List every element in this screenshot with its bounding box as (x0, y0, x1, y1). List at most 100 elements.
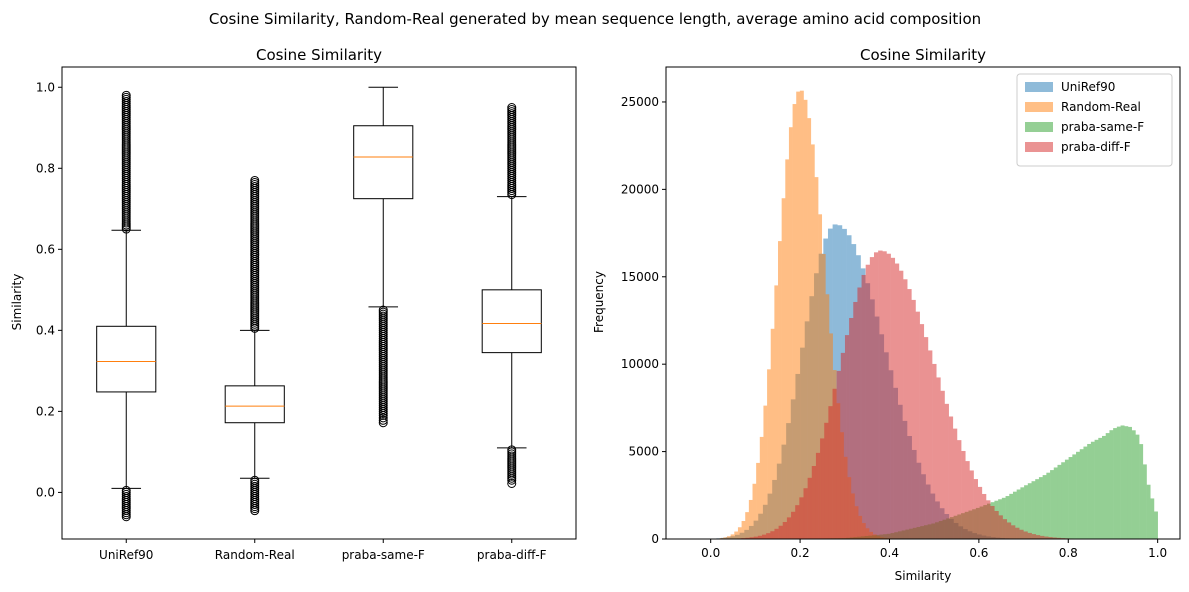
hist-bar (782, 521, 788, 539)
hist-bar (828, 406, 833, 539)
hist-ytick-label: 10000 (621, 357, 659, 371)
hist-bar (1142, 464, 1147, 539)
hist-bar (814, 177, 819, 540)
hist-bar (1090, 441, 1095, 539)
hist-bar (770, 531, 775, 539)
legend-label: praba-same-F (1061, 120, 1144, 134)
histogram-panel: Cosine Similarity Similarity Frequency 0… (592, 46, 1181, 583)
hist-bar (853, 301, 858, 539)
hist-series-praba-diff-F (720, 250, 1136, 539)
boxplot-ytick-label: 0.2 (36, 404, 55, 418)
hist-bar (1150, 498, 1155, 539)
hist-bar (727, 536, 731, 539)
hist-bar (1056, 537, 1061, 539)
hist-bar (792, 104, 797, 539)
boxplot-xtick-label: Random-Real (215, 548, 295, 562)
legend-swatch (1025, 82, 1053, 92)
hist-bar (911, 299, 916, 539)
hist-bar (1027, 483, 1032, 539)
hist-bar (1042, 475, 1047, 539)
hist-bar (927, 350, 933, 539)
hist-bar (1002, 519, 1008, 539)
hist-bar (723, 537, 728, 539)
hist-bar (1094, 439, 1099, 539)
hist-bar (766, 533, 771, 539)
hist-bar (811, 466, 817, 539)
hist-xtick-label: 0.6 (969, 546, 988, 560)
hist-bar (919, 324, 925, 539)
hist-bar (799, 497, 804, 539)
box-body (96, 325, 157, 393)
hist-bar (1001, 497, 1006, 539)
hist-bar (940, 390, 945, 539)
hist-bar (1012, 491, 1017, 539)
hist-bar (807, 118, 812, 539)
hist-bar (1031, 534, 1037, 539)
hist-bar (882, 251, 887, 539)
box-outlier (250, 175, 260, 185)
box-outlier (378, 305, 388, 315)
hist-bar (1105, 433, 1110, 539)
hist-bar (803, 99, 808, 540)
hist-bar (748, 499, 753, 539)
legend-label: praba-diff-F (1061, 140, 1131, 154)
box-Random-Real (224, 175, 285, 516)
hist-bar (803, 488, 808, 539)
hist-bar (1124, 426, 1129, 539)
hist-bar (745, 537, 750, 539)
hist-bar (894, 263, 900, 539)
hist-bar (1015, 527, 1020, 539)
hist-bar (832, 388, 837, 539)
hist-bar (1087, 443, 1092, 539)
boxplot-frame (61, 66, 577, 540)
hist-bar (1053, 467, 1058, 539)
hist-bar (1072, 454, 1077, 539)
hist-bar (1009, 493, 1014, 539)
hist-bar (770, 328, 775, 539)
hist-bar (1098, 437, 1103, 539)
hist-bar (1035, 535, 1041, 539)
hist-bar (1019, 529, 1024, 539)
hist-bar (903, 279, 908, 539)
hist-bar (1006, 522, 1012, 539)
hist-bar (1035, 479, 1040, 539)
hist-bar (820, 438, 825, 539)
hist-bar (1010, 525, 1016, 539)
hist-bar (1050, 470, 1055, 539)
hist-bar (1031, 481, 1036, 539)
hist-bar (1083, 446, 1088, 539)
hist-bar (785, 159, 790, 539)
hist-bar (932, 363, 937, 539)
hist-bar (1061, 462, 1066, 539)
hist-bar (948, 416, 954, 539)
hist-bar (1135, 434, 1140, 539)
hist-bar (778, 525, 784, 539)
hist-bar (936, 377, 941, 539)
boxplot-panel: Cosine Similarity Similarity 0.00.20.40.… (10, 46, 577, 562)
boxplot-title: Cosine Similarity (256, 46, 382, 64)
box-outlier (507, 478, 517, 488)
hist-bar (923, 337, 929, 539)
hist-bar (1024, 485, 1029, 539)
boxplot-ytick-label: 0.6 (36, 242, 55, 256)
hist-bar (767, 369, 772, 539)
boxplot-ytick-label: 0.4 (36, 323, 55, 337)
hist-bar (791, 511, 796, 539)
hist-bar (1139, 444, 1144, 539)
legend-swatch (1025, 102, 1053, 112)
hist-bar (1109, 430, 1114, 539)
hist-bar (1023, 531, 1028, 539)
box-body (224, 385, 285, 424)
hist-bar (749, 537, 755, 539)
hist-ytick-label: 20000 (621, 182, 659, 196)
hist-bar (786, 517, 792, 539)
hist-bar (1048, 537, 1053, 539)
boxplot-ytick-label: 0.8 (36, 161, 55, 175)
hist-bar (1020, 487, 1025, 539)
hist-bar (1131, 430, 1136, 539)
box-body (481, 289, 542, 354)
hist-bar (844, 335, 850, 539)
hist-bar (1052, 537, 1057, 539)
hist-xtick-label: 0.8 (1059, 546, 1078, 560)
